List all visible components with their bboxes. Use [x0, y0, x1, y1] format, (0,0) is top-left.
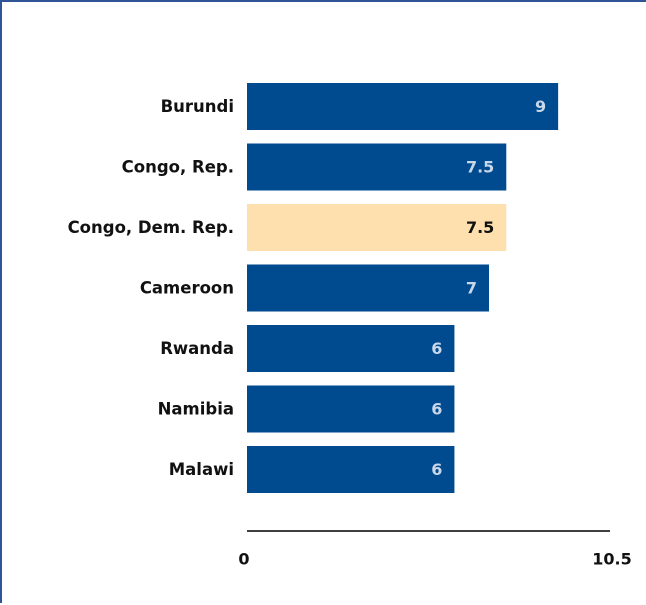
value-label-cameroon: 7: [466, 279, 477, 298]
bar-congo-dem-rep: [247, 204, 507, 251]
category-label-congo-dem-rep: Congo, Dem. Rep.: [68, 218, 234, 237]
bar-cameroon: [247, 264, 489, 312]
bar-congo-rep: [247, 143, 507, 191]
value-label-congo-dem-rep: 7.5: [466, 218, 494, 237]
category-label-rwanda: Rwanda: [160, 339, 234, 358]
category-label-namibia: Namibia: [158, 400, 234, 419]
bar-malawi: [247, 446, 455, 493]
bar-rwanda: [247, 325, 455, 372]
category-label-malawi: Malawi: [169, 460, 234, 479]
bar-burundi: [247, 83, 559, 130]
value-label-congo-rep: 7.5: [466, 158, 494, 177]
x-tick-label: 10.5: [592, 550, 631, 569]
value-label-rwanda: 6: [431, 339, 442, 358]
category-label-burundi: Burundi: [161, 97, 234, 116]
category-label-cameroon: Cameroon: [140, 279, 234, 298]
value-label-namibia: 6: [431, 400, 442, 419]
value-label-malawi: 6: [431, 460, 442, 479]
value-label-burundi: 9: [535, 97, 546, 116]
category-label-congo-rep: Congo, Rep.: [122, 158, 234, 177]
x-tick-label: 0: [238, 550, 249, 569]
bar-namibia: [247, 385, 455, 433]
